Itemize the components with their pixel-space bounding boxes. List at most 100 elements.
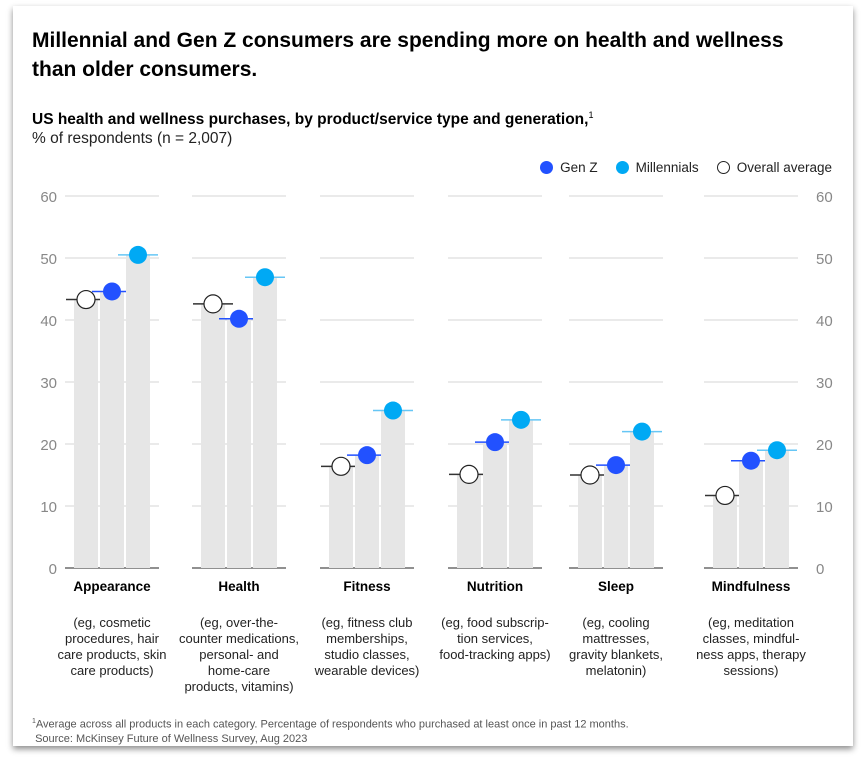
data-point xyxy=(512,410,530,429)
category-description: melatonin) xyxy=(586,663,647,678)
data-point xyxy=(486,433,504,452)
y-tick-label-left: 30 xyxy=(40,375,57,392)
y-tick-label-left: 0 xyxy=(49,561,57,578)
bar xyxy=(74,299,98,568)
category-description: procedures, hair xyxy=(65,631,160,646)
bar xyxy=(739,460,763,568)
data-point xyxy=(331,456,351,476)
category-description: ness apps, therapy xyxy=(696,647,806,662)
y-tick-label-right: 30 xyxy=(816,375,833,392)
category-description: (eg, cooling xyxy=(582,615,649,630)
category-description: studio classes, xyxy=(324,647,409,662)
subtitle-footnote-mark: 1 xyxy=(588,110,594,120)
data-point xyxy=(607,456,625,475)
chart-unit: % of respondents (n = 2,007) xyxy=(32,130,233,147)
category-description: wearable devices) xyxy=(314,663,420,678)
data-point xyxy=(76,289,96,310)
legend-marker-icon xyxy=(540,161,554,174)
chart-subtitle: US health and wellness purchases, by pro… xyxy=(32,110,593,129)
legend-item: Overall average xyxy=(716,160,832,175)
bar xyxy=(457,474,481,568)
subtitle-text: US health and wellness purchases, by pro… xyxy=(32,111,589,129)
category-description: care products) xyxy=(70,663,153,678)
bar xyxy=(126,254,150,568)
category-description: food-tracking apps) xyxy=(439,647,550,662)
legend-label: Millennials xyxy=(635,160,699,175)
category-description: (eg, food subscrip- xyxy=(441,615,549,630)
data-point xyxy=(384,401,402,420)
category-description: classes, mindful- xyxy=(703,631,800,646)
y-tick-label-left: 60 xyxy=(40,189,57,206)
category-description: gravity blankets, xyxy=(569,647,663,662)
category-description: memberships, xyxy=(326,631,408,646)
bar xyxy=(630,431,654,568)
category-description: (eg, fitness club xyxy=(321,615,412,630)
bar xyxy=(253,277,277,568)
category-description: home-care xyxy=(208,663,270,678)
data-point xyxy=(633,422,651,441)
category-description: counter medications, xyxy=(179,631,299,646)
category-description: personal- and xyxy=(199,647,279,662)
bar xyxy=(713,495,737,568)
chart-card xyxy=(13,6,853,746)
bar xyxy=(604,465,628,568)
legend-item: Gen Z xyxy=(540,160,598,175)
data-point xyxy=(580,465,600,485)
data-point xyxy=(768,441,786,460)
data-point xyxy=(129,245,147,264)
y-tick-label-left: 40 xyxy=(40,313,57,330)
category-description: tion services, xyxy=(457,631,533,646)
category-description: mattresses, xyxy=(582,631,649,646)
y-tick-label-right: 20 xyxy=(816,437,833,454)
category-description: (eg, meditation xyxy=(708,615,794,630)
chart-title: Millennial and Gen Z consumers are spend… xyxy=(32,29,784,81)
category-label: Appearance xyxy=(73,579,151,594)
data-point xyxy=(230,309,248,328)
data-point xyxy=(742,451,760,470)
bar xyxy=(483,442,507,568)
legend-item: Millennials xyxy=(615,160,699,175)
data-point xyxy=(459,464,479,484)
source-text: Source: McKinsey Future of Wellness Surv… xyxy=(35,732,308,745)
data-point xyxy=(103,282,121,301)
category-description: (eg, over-the- xyxy=(200,615,278,630)
legend-marker-icon xyxy=(716,161,730,174)
legend-label: Gen Z xyxy=(560,160,598,175)
data-point xyxy=(715,485,735,506)
category-description: products, vitamins) xyxy=(184,679,293,694)
legend-marker-icon xyxy=(615,161,629,174)
y-tick-label-left: 20 xyxy=(40,437,57,454)
data-point xyxy=(256,268,274,287)
bar xyxy=(509,419,533,568)
category-label: Mindfulness xyxy=(712,579,791,594)
legend-label: Overall average xyxy=(736,160,832,175)
footnote-mark: 1 xyxy=(32,718,36,725)
legend: Gen Z Millennials Overall average xyxy=(540,160,832,175)
bar xyxy=(355,455,379,568)
data-point xyxy=(203,294,223,314)
category-description: sessions) xyxy=(724,663,779,678)
bar xyxy=(201,303,225,568)
y-tick-label-left: 10 xyxy=(40,499,57,516)
category-label: Nutrition xyxy=(467,579,523,594)
data-point xyxy=(358,446,376,465)
y-tick-label-right: 10 xyxy=(816,499,833,516)
bar xyxy=(765,450,789,568)
category-label: Fitness xyxy=(343,579,390,594)
bar xyxy=(100,291,124,568)
y-tick-label-right: 0 xyxy=(816,561,824,578)
bar xyxy=(578,475,602,568)
bar xyxy=(329,466,353,568)
bar xyxy=(227,318,251,568)
y-tick-label-right: 60 xyxy=(816,189,833,206)
y-tick-label-right: 40 xyxy=(816,313,833,330)
footnote-text: Average across all products in each cate… xyxy=(35,718,629,731)
category-description: (eg, cosmetic xyxy=(73,615,151,630)
category-label: Health xyxy=(218,579,259,594)
category-label: Sleep xyxy=(598,579,634,594)
category-description: care products, skin xyxy=(57,647,166,662)
bar xyxy=(381,410,405,568)
footnote: 1Average across all products in each cat… xyxy=(32,715,629,746)
y-tick-label-left: 50 xyxy=(40,251,57,268)
